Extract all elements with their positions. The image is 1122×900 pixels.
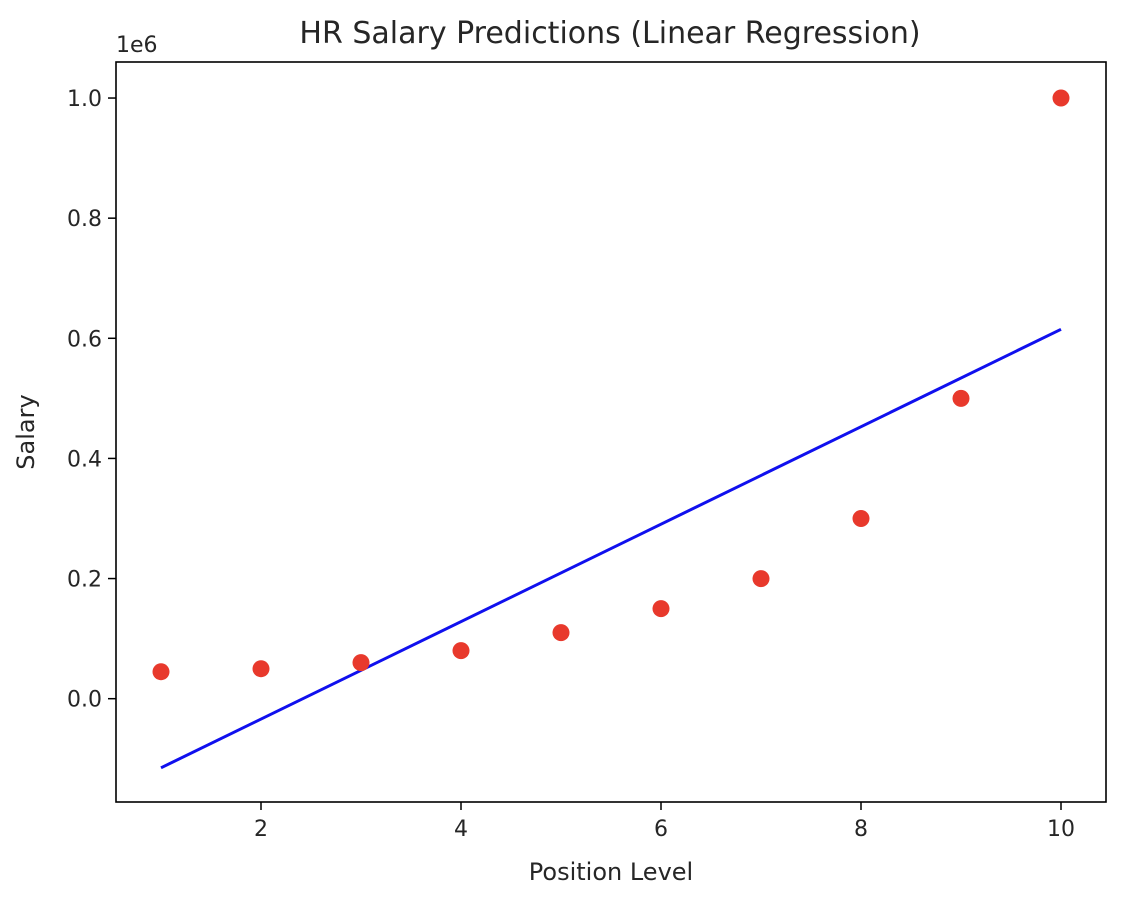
- y-tick-label: 0.4: [67, 447, 102, 472]
- x-tick-label: 2: [254, 817, 268, 842]
- y-tick-label: 0.2: [67, 568, 102, 593]
- data-point: [152, 663, 170, 681]
- y-tick-label: 0.8: [67, 207, 102, 232]
- data-point: [752, 570, 770, 588]
- x-axis: 2 4 6 8 10: [254, 802, 1075, 842]
- chart-title: HR Salary Predictions (Linear Regression…: [299, 16, 920, 51]
- regression-line: [160, 327, 1062, 770]
- x-axis-label: Position Level: [529, 858, 693, 886]
- y-axis: 0.0 0.2 0.4 0.6 0.8 1.0: [67, 87, 116, 713]
- data-point: [852, 510, 870, 527]
- data-point: [252, 660, 270, 678]
- y-offset-label: 1e6: [116, 33, 158, 58]
- y-axis-label: Salary: [12, 394, 40, 469]
- plot-area: [152, 89, 1070, 770]
- x-tick-label: 4: [454, 817, 468, 842]
- data-point: [1052, 89, 1070, 107]
- y-tick-label: 0.0: [67, 688, 102, 713]
- data-point: [452, 642, 470, 660]
- y-tick-label: 1.0: [67, 87, 102, 112]
- x-tick-label: 10: [1047, 817, 1075, 842]
- x-tick-label: 8: [854, 817, 868, 842]
- data-point: [352, 654, 370, 672]
- data-point: [952, 389, 970, 407]
- x-tick-label: 6: [654, 817, 668, 842]
- data-point: [652, 600, 670, 618]
- plot-frame: [115, 61, 1107, 803]
- data-point: [552, 624, 570, 642]
- y-tick-label: 0.6: [67, 327, 102, 352]
